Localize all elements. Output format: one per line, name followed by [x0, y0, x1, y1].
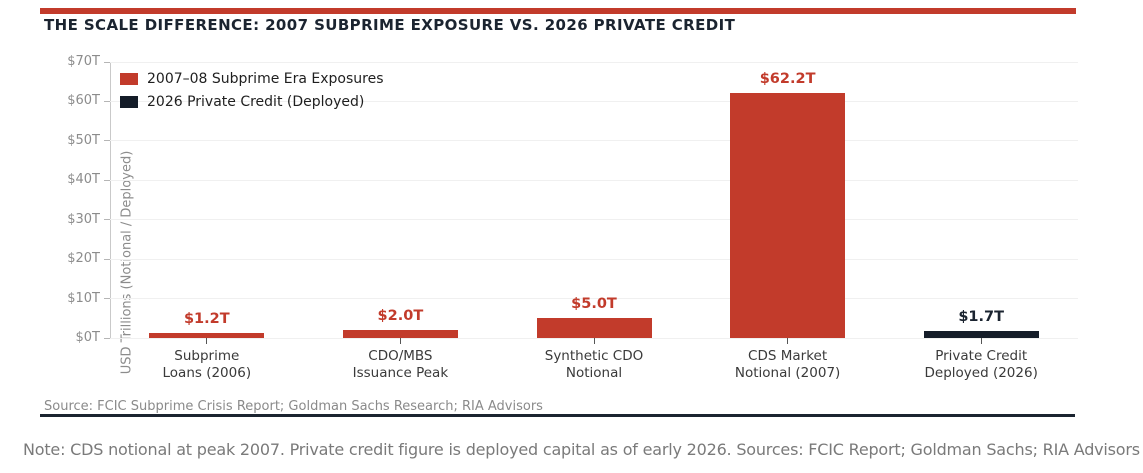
category-label: Synthetic CDO Notional: [544, 348, 644, 381]
legend: 2007–08 Subprime Era Exposures 2026 Priva…: [120, 67, 384, 113]
legend-item-2: 2026 Private Credit (Deployed): [120, 90, 384, 113]
y-tick-mark: [104, 61, 110, 63]
top-accent-rule: [40, 8, 1076, 14]
y-tick-mark: [104, 100, 110, 102]
y-tick-label: $70T: [67, 54, 100, 69]
bar-value-label: $2.0T: [377, 308, 424, 325]
y-tick-mark: [104, 219, 110, 221]
y-tick-label: $10T: [67, 290, 100, 306]
bar-value-label: $1.2T: [183, 311, 230, 328]
footnote: Note: CDS notional at peak 2007. Private…: [23, 440, 1140, 459]
y-tick-mark: [104, 337, 110, 339]
legend-item-1: 2007–08 Subprime Era Exposures: [120, 67, 384, 90]
gridline: [110, 258, 1078, 260]
bar-1: [149, 333, 265, 338]
y-tick-mark: [104, 179, 110, 181]
y-tick-label: $30T: [67, 211, 100, 227]
bar-value-label: $5.0T: [571, 296, 617, 313]
y-tick-label: $60T: [67, 93, 100, 109]
y-tick-label: $40T: [67, 172, 100, 188]
x-tick-mark: [593, 338, 595, 344]
x-tick-mark: [980, 338, 982, 344]
bar-value-label: $1.7T: [958, 309, 1005, 326]
bar-2: [342, 330, 458, 338]
x-tick-mark: [787, 338, 789, 344]
bar-3: [536, 318, 652, 338]
gridline: [110, 219, 1078, 221]
bar-5: [923, 331, 1039, 338]
chart-title: THE SCALE DIFFERENCE: 2007 SUBPRIME EXPO…: [44, 16, 736, 34]
y-tick-label: $20T: [67, 251, 100, 267]
bar-value-label: $62.2T: [759, 70, 816, 87]
gridline: [110, 298, 1078, 300]
bar-4: [730, 92, 846, 338]
category-label: Subprime Loans (2006): [162, 348, 252, 381]
x-tick-mark: [399, 338, 401, 344]
category-label: CDS Market Notional (2007): [734, 348, 841, 381]
y-tick-label: $50T: [67, 132, 100, 148]
gridline: [110, 140, 1078, 142]
x-tick-mark: [206, 338, 208, 344]
bottom-rule: [40, 414, 1075, 417]
category-label: Private Credit Deployed (2026): [924, 348, 1038, 381]
source-text: Source: FCIC Subprime Crisis Report; Gol…: [44, 399, 543, 414]
gridline: [110, 179, 1078, 181]
y-tick-label: $0T: [75, 330, 100, 345]
plot-area: USD Trillions (Notional / Deployed) $0T $…: [67, 54, 1078, 381]
gridline: [110, 61, 1078, 63]
legend-swatch: [120, 95, 138, 108]
legend-swatch: [120, 72, 138, 85]
gridline: [110, 100, 1078, 102]
legend-label: 2026 Private Credit (Deployed): [147, 93, 365, 110]
y-tick-mark: [104, 298, 110, 300]
y-axis-spine: [110, 62, 111, 338]
category-label: CDO/MBS Issuance Peak: [352, 348, 449, 381]
y-tick-mark: [104, 258, 110, 260]
y-tick-mark: [104, 140, 110, 142]
legend-label: 2007–08 Subprime Era Exposures: [147, 70, 384, 87]
